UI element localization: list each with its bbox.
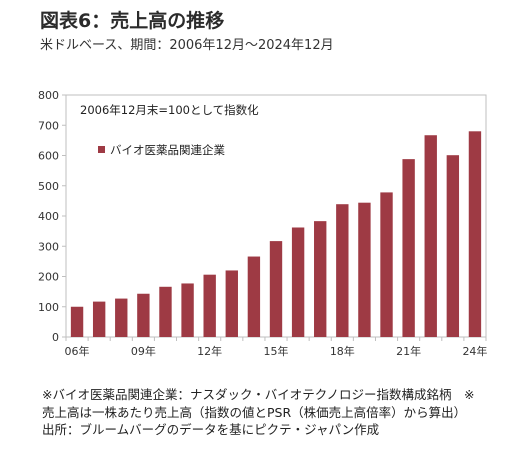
- y-tick-label: 400: [38, 210, 59, 223]
- footnote-source-description: ※バイオ医薬品関連企業：ナスダック・バイオテクノロジー指数構成銘柄 ※売上高は一…: [42, 387, 475, 420]
- bar: [203, 274, 216, 337]
- bar: [424, 135, 437, 337]
- y-tick-label: 700: [38, 119, 59, 132]
- chart-annotation: 2006年12月末=100として指数化: [80, 103, 259, 117]
- bar: [181, 283, 194, 337]
- footnote-data-source: 出所：ブルームバーグのデータを基にピクテ・ジャパン作成: [42, 422, 380, 437]
- bar: [380, 192, 393, 337]
- x-tick-label: 09年: [131, 344, 156, 358]
- x-tick-label: 24年: [462, 344, 487, 358]
- y-tick-label: 100: [38, 301, 59, 314]
- y-tick-label: 200: [38, 271, 59, 284]
- y-tick-label: 600: [38, 150, 59, 163]
- bar: [225, 270, 238, 337]
- x-tick-label: 06年: [65, 344, 90, 358]
- bar: [314, 221, 327, 337]
- bar: [159, 286, 172, 337]
- legend-label: バイオ医薬品関連企業: [110, 143, 225, 157]
- bar: [70, 306, 84, 337]
- x-tick-label: 15年: [264, 344, 289, 358]
- x-tick-label: 12年: [197, 344, 222, 358]
- bar: [402, 159, 415, 337]
- chart-subtitle: 米ドルベース、期間：2006年12月～2024年12月: [40, 38, 334, 53]
- y-tick-label: 0: [52, 331, 59, 344]
- bar: [336, 204, 349, 337]
- x-tick-label: 21年: [396, 344, 421, 358]
- x-tick-label: 18年: [330, 344, 355, 358]
- chart-title: 図表6：売上高の推移: [40, 10, 225, 32]
- y-tick-label: 800: [38, 89, 59, 102]
- bar: [247, 256, 261, 337]
- bar: [92, 301, 106, 337]
- bar: [269, 241, 283, 337]
- legend-swatch: [98, 146, 105, 153]
- y-tick-label: 300: [38, 240, 59, 253]
- bar: [115, 298, 128, 337]
- bar: [137, 293, 150, 337]
- bar: [468, 131, 482, 337]
- y-tick-label: 500: [38, 180, 59, 193]
- bar: [358, 202, 371, 337]
- bar: [291, 227, 305, 337]
- footnotes: ※バイオ医薬品関連企業：ナスダック・バイオテクノロジー指数構成銘柄 ※売上高は一…: [42, 386, 482, 439]
- bar: [446, 155, 460, 337]
